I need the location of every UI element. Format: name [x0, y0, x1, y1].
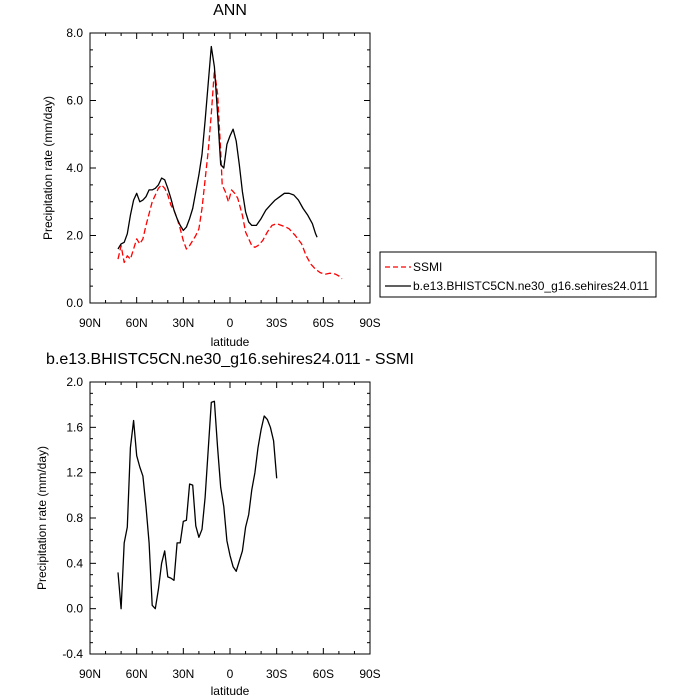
x-tick-label: 90S [359, 667, 380, 681]
precip-difference-panel: b.e13.BHISTC5CN.ne30_g16.sehires24.011 -… [35, 351, 414, 698]
series-line-model [117, 45, 318, 250]
legend: SSMI b.e13.BHISTC5CN.ne30_g16.sehires24.… [379, 251, 657, 298]
y-tick-label: 1.6 [66, 420, 83, 434]
plot-frame [89, 381, 371, 655]
x-tick-label: 90S [359, 316, 380, 330]
y-tick-label: -0.4 [62, 647, 83, 661]
y-tick-label: 1.2 [66, 466, 83, 480]
y-tick-label: 8.0 [66, 26, 83, 40]
x-tick-label: 30S [266, 667, 287, 681]
y-axis-label: Precipitation rate (mm/day) [35, 446, 49, 590]
y-tick-label: 6.0 [66, 94, 83, 108]
plot-frame [89, 32, 371, 304]
x-tick-label: 90N [79, 667, 101, 681]
precip-panel-top: ANN 0.02.04.06.08.0 90N 60N 30N 0 30S 60S 90S … [41, 2, 657, 349]
x-tick-label: 0 [227, 667, 234, 681]
y-tick-label: 0.0 [66, 296, 83, 310]
series-line-ssmi [117, 69, 343, 280]
x-tick-label: 90N [79, 316, 101, 330]
y-tick-label: 0.0 [66, 602, 83, 616]
chart-title: ANN [213, 2, 247, 19]
x-axis: 90N 60N 30N 0 30S 60S 90S [79, 382, 381, 681]
y-tick-label: 0.4 [66, 556, 83, 570]
y-axis: 0.0 2.0 4.0 6.0 8.0 [66, 26, 370, 310]
x-axis-label: latitude [211, 335, 250, 349]
x-axis: 90N 60N 30N 0 30S 60S 90S [79, 33, 381, 330]
x-axis-label: latitude [211, 684, 250, 698]
series-lines [117, 400, 278, 610]
chart-title: b.e13.BHISTC5CN.ne30_g16.sehires24.011 -… [46, 351, 414, 368]
x-tick-label: 60S [313, 316, 334, 330]
x-tick-label: 60N [126, 667, 148, 681]
x-tick-label: 60S [313, 667, 334, 681]
x-tick-label: 30N [172, 316, 194, 330]
series-line-difference [117, 400, 278, 610]
legend-label-ssmi: SSMI [413, 260, 442, 274]
legend-label-model: b.e13.BHISTC5CN.ne30_g16.sehires24.011 [413, 279, 649, 293]
y-axis: -0.4 0.0 0.4 0.8 1.2 1.6 2.0 [62, 375, 370, 661]
x-tick-label: 60N [126, 316, 148, 330]
y-tick-label: 2.0 [66, 229, 83, 243]
y-tick-label: 4.0 [66, 161, 83, 175]
x-tick-label: 30S [266, 316, 287, 330]
y-tick-label: 2.0 [66, 375, 83, 389]
legend-box [379, 251, 657, 298]
y-axis-label: Precipitation rate (mm/day) [41, 96, 55, 240]
y-tick-label: 0.8 [66, 511, 83, 525]
x-tick-label: 0 [227, 316, 234, 330]
x-tick-label: 30N [172, 667, 194, 681]
series-lines [117, 45, 343, 280]
